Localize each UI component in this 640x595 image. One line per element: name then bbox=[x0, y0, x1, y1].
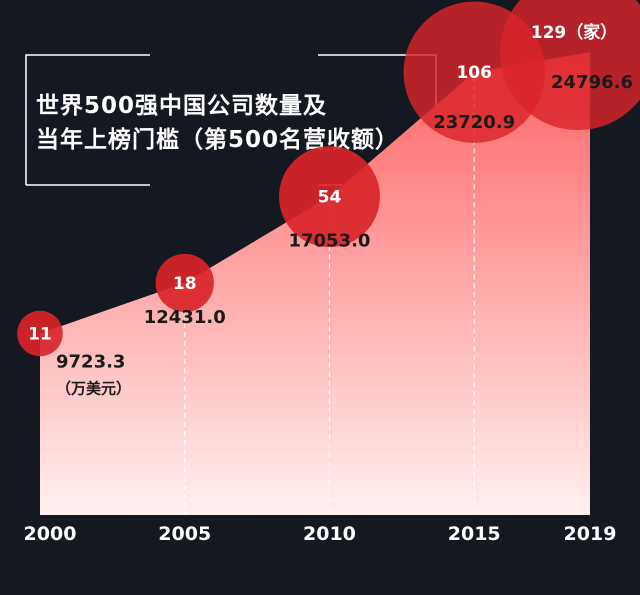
x-tick-2000: 2000 bbox=[24, 523, 77, 545]
count-label-2010: 54 bbox=[318, 188, 342, 208]
count-label-2015: 106 bbox=[456, 63, 492, 83]
title-line-1: 世界500强中国公司数量及 bbox=[36, 93, 328, 119]
x-tick-2019: 2019 bbox=[564, 523, 617, 545]
x-tick-2005: 2005 bbox=[158, 523, 211, 545]
unit-note: （万美元） bbox=[56, 379, 131, 397]
x-tick-2015: 2015 bbox=[448, 523, 501, 545]
revenue-label-2010: 17053.0 bbox=[288, 231, 370, 252]
revenue-label-2019: 24796.6 bbox=[551, 72, 633, 93]
count-label-2005: 18 bbox=[173, 274, 197, 294]
count-label-2019: 129（家） bbox=[531, 22, 618, 43]
revenue-label-2000: 9723.3 bbox=[56, 351, 125, 372]
x-tick-2010: 2010 bbox=[303, 523, 356, 545]
bubble-2019 bbox=[500, 0, 640, 131]
bubble-2005 bbox=[155, 253, 214, 313]
bubble-2010 bbox=[279, 146, 380, 248]
count-label-2000: 11 bbox=[28, 324, 52, 344]
revenue-label-2005: 12431.0 bbox=[144, 307, 226, 328]
revenue-label-2015: 23720.9 bbox=[433, 112, 515, 133]
bubble-2000 bbox=[17, 310, 63, 357]
frame-corner-top-left bbox=[25, 54, 150, 185]
revenue-area bbox=[40, 52, 590, 516]
